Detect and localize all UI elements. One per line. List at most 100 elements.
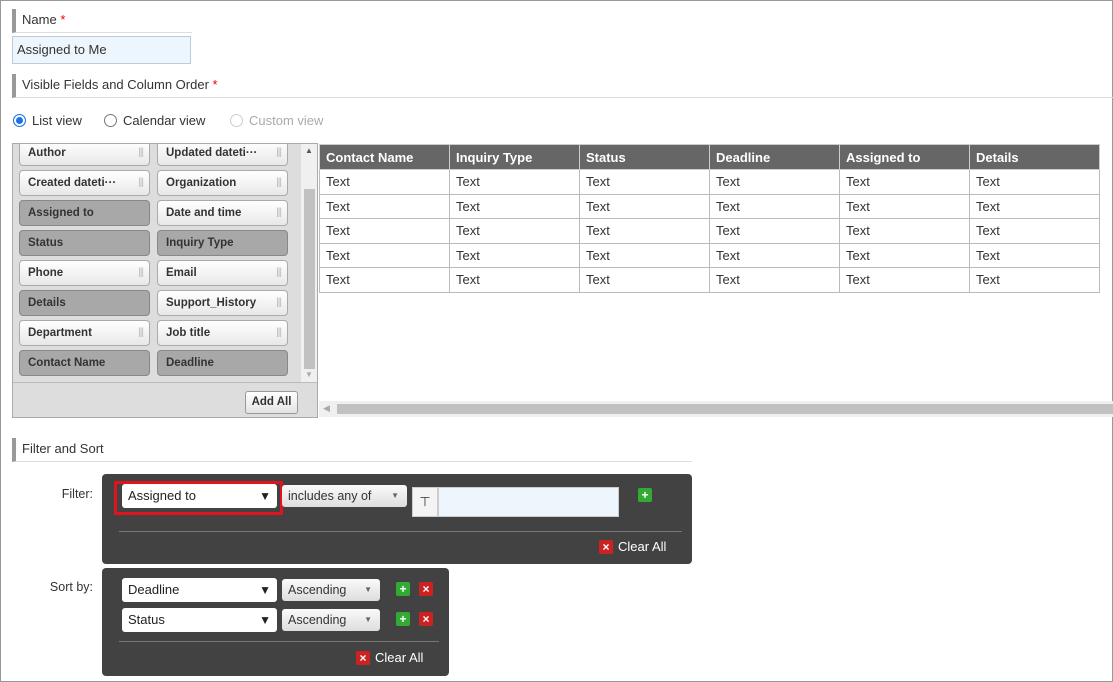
table-cell: Text bbox=[579, 218, 710, 244]
field-item[interactable]: Author ||| bbox=[19, 144, 150, 166]
field-item[interactable]: Details bbox=[19, 290, 150, 316]
sort-order-select[interactable]: Ascending ▼ bbox=[282, 579, 380, 601]
highlight-box bbox=[114, 481, 283, 515]
field-label: Assigned to bbox=[28, 207, 94, 219]
column-header: Inquiry Type bbox=[449, 144, 580, 170]
field-item[interactable]: Deadline bbox=[157, 350, 288, 376]
filter-panel: Assigned to ▼ includes any of ▼ ⊤ + × Clear… bbox=[102, 474, 692, 564]
table-cell: Text bbox=[839, 267, 970, 293]
table-cell: Text bbox=[709, 242, 840, 268]
add-sort-button[interactable]: + bbox=[396, 582, 410, 596]
remove-sort-button[interactable]: × bbox=[419, 612, 433, 626]
add-filter-button[interactable]: + bbox=[638, 488, 652, 502]
field-item[interactable]: Date and time ||| bbox=[157, 200, 288, 226]
vertical-scrollbar[interactable]: ▲ ▼ bbox=[301, 144, 317, 382]
field-label: Email bbox=[166, 267, 197, 279]
dropdown-arrow-icon: ▼ bbox=[364, 585, 372, 594]
table-row: Text Text Text Text Text Text bbox=[319, 242, 1100, 268]
table-cell: Text bbox=[319, 169, 450, 195]
column-header: Status bbox=[579, 144, 710, 170]
sort-field-select[interactable]: Status ▼ bbox=[122, 608, 277, 632]
radio-icon bbox=[104, 114, 117, 127]
table-cell: Text bbox=[579, 193, 710, 219]
field-label: Department bbox=[28, 327, 92, 339]
calendar-view-radio[interactable]: Calendar view bbox=[104, 113, 205, 128]
field-item[interactable]: Support_History ||| bbox=[157, 290, 288, 316]
sort-clear-all-button[interactable]: × Clear All bbox=[356, 650, 423, 665]
drag-handle-icon[interactable]: ||| bbox=[276, 207, 282, 218]
sort-field-select[interactable]: Deadline ▼ bbox=[122, 578, 277, 602]
field-label: Date and time bbox=[166, 207, 242, 219]
field-item[interactable]: Organization ||| bbox=[157, 170, 288, 196]
field-label: Deadline bbox=[166, 357, 214, 369]
table-cell: Text bbox=[839, 193, 970, 219]
scroll-down-icon[interactable]: ▼ bbox=[305, 370, 313, 379]
horizontal-scrollbar[interactable]: ◀ bbox=[319, 401, 1113, 417]
name-section-label: Name * bbox=[12, 9, 192, 33]
drag-handle-icon[interactable]: ||| bbox=[138, 177, 144, 188]
table-row: Text Text Text Text Text Text bbox=[319, 218, 1100, 244]
clear-icon: × bbox=[356, 650, 370, 665]
filter-operator-select[interactable]: includes any of ▼ bbox=[282, 485, 407, 507]
field-item[interactable]: Inquiry Type bbox=[157, 230, 288, 256]
org-tree-icon[interactable]: ⊤ bbox=[412, 487, 438, 517]
scrollbar-thumb[interactable] bbox=[337, 404, 1113, 414]
name-input[interactable]: Assigned to Me bbox=[12, 36, 191, 64]
scrollbar-thumb[interactable] bbox=[304, 189, 315, 369]
drag-handle-icon[interactable]: ||| bbox=[276, 177, 282, 188]
filter-field-select[interactable]: Assigned to ▼ bbox=[122, 484, 277, 508]
field-item[interactable]: Status bbox=[19, 230, 150, 256]
radio-label: List view bbox=[32, 113, 82, 128]
list-view-radio[interactable]: List view bbox=[13, 113, 82, 128]
table-cell: Text bbox=[579, 267, 710, 293]
drag-handle-icon[interactable]: ||| bbox=[276, 267, 282, 278]
remove-sort-button[interactable]: × bbox=[419, 582, 433, 596]
field-label: Phone bbox=[28, 267, 64, 279]
dropdown-arrow-icon: ▼ bbox=[391, 491, 399, 500]
field-label: Details bbox=[28, 297, 66, 309]
table-cell: Text bbox=[839, 218, 970, 244]
field-item[interactable]: Job title ||| bbox=[157, 320, 288, 346]
table-cell: Text bbox=[709, 193, 840, 219]
add-all-button[interactable]: Add All bbox=[245, 391, 298, 414]
sort-order-select[interactable]: Ascending ▼ bbox=[282, 609, 380, 631]
table-cell: Text bbox=[449, 169, 580, 195]
drag-handle-icon[interactable]: ||| bbox=[276, 297, 282, 308]
table-cell: Text bbox=[449, 267, 580, 293]
filter-value-input[interactable] bbox=[438, 487, 619, 517]
drag-handle-icon[interactable]: ||| bbox=[138, 147, 144, 158]
table-cell: Text bbox=[709, 218, 840, 244]
field-item[interactable]: Contact Name bbox=[19, 350, 150, 376]
drag-handle-icon[interactable]: ||| bbox=[276, 147, 282, 158]
field-item[interactable]: Created dateti··· ||| bbox=[19, 170, 150, 196]
filter-clear-all-button[interactable]: × Clear All bbox=[599, 539, 666, 554]
table-cell: Text bbox=[319, 267, 450, 293]
field-label: Updated dateti··· bbox=[166, 147, 258, 159]
field-item[interactable]: Assigned to bbox=[19, 200, 150, 226]
add-sort-button[interactable]: + bbox=[396, 612, 410, 626]
field-item[interactable]: Updated dateti··· ||| bbox=[157, 144, 288, 166]
drag-handle-icon[interactable]: ||| bbox=[276, 327, 282, 338]
field-item[interactable]: Phone ||| bbox=[19, 260, 150, 286]
table-row: Text Text Text Text Text Text bbox=[319, 267, 1100, 293]
scroll-left-icon[interactable]: ◀ bbox=[323, 403, 330, 413]
column-header: Assigned to bbox=[839, 144, 970, 170]
divider bbox=[119, 531, 682, 532]
drag-handle-icon[interactable]: ||| bbox=[138, 267, 144, 278]
visible-fields-label: Visible Fields and Column Order * bbox=[12, 74, 1113, 98]
table-cell: Text bbox=[969, 218, 1100, 244]
field-item[interactable]: Department ||| bbox=[19, 320, 150, 346]
table-cell: Text bbox=[319, 218, 450, 244]
dropdown-arrow-icon: ▼ bbox=[259, 583, 271, 597]
table-cell: Text bbox=[319, 193, 450, 219]
table-cell: Text bbox=[579, 169, 710, 195]
drag-handle-icon[interactable]: ||| bbox=[138, 327, 144, 338]
field-label: Contact Name bbox=[28, 357, 106, 369]
table-cell: Text bbox=[969, 169, 1100, 195]
filter-sort-label: Filter and Sort bbox=[12, 438, 692, 462]
scroll-up-icon[interactable]: ▲ bbox=[305, 146, 313, 155]
radio-icon bbox=[230, 114, 243, 127]
preview-table: Contact Name Inquiry Type Status Deadline As… bbox=[319, 144, 1100, 293]
field-item[interactable]: Email ||| bbox=[157, 260, 288, 286]
table-cell: Text bbox=[969, 267, 1100, 293]
